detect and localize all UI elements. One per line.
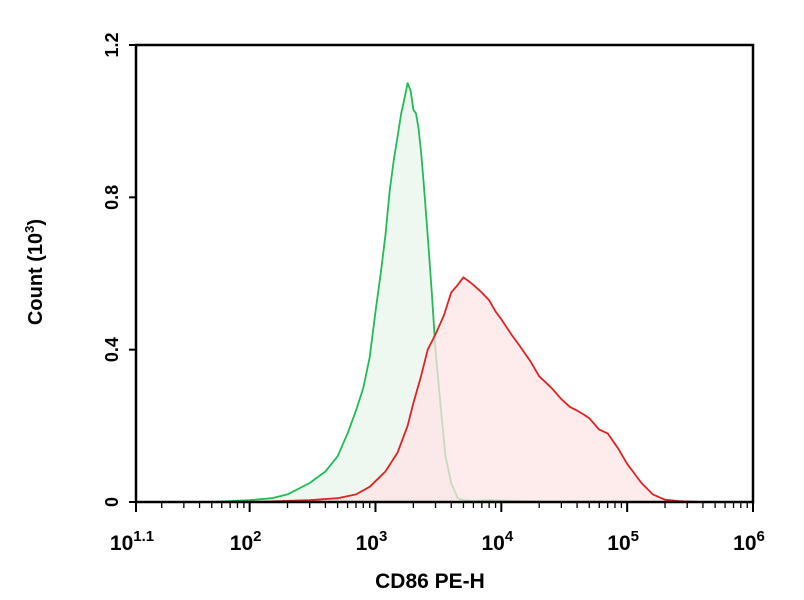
y-tick-label: 0.8	[102, 185, 122, 210]
x-axis-title: CD86 PE-H	[375, 570, 485, 593]
y-axis-title-close: )	[25, 219, 47, 226]
x-tick-base: 10	[607, 532, 630, 555]
x-tick-base: 10	[230, 532, 253, 555]
y-tick-label: 0	[102, 497, 122, 507]
y-axis-title-exponent: 3	[22, 226, 37, 233]
y-axis-title: Count (103)	[22, 219, 47, 325]
y-tick-label: 0.4	[102, 337, 122, 362]
x-tick-base: 10	[481, 532, 504, 555]
x-tick-exponent: 4	[505, 528, 514, 545]
plot-frame	[134, 43, 755, 504]
y-tick-label: 1.2	[102, 32, 122, 57]
x-tick-label: 103	[356, 528, 388, 555]
x-tick-base: 10	[110, 532, 133, 555]
x-tick-label: 106	[733, 528, 765, 555]
series-layer	[161, 82, 703, 503]
x-tick-label: 102	[230, 528, 262, 555]
x-tick-exponent: 5	[631, 528, 639, 545]
x-tick-exponent: 6	[757, 528, 765, 545]
x-axis: 101.1 102 103 104 105 106	[110, 502, 765, 555]
series-2-line	[249, 276, 703, 503]
x-tick-exponent: 1.1	[133, 528, 154, 545]
x-tick-base: 10	[733, 532, 756, 555]
x-tick-exponent: 2	[253, 528, 261, 545]
x-tick-base: 10	[356, 532, 379, 555]
series-1-fill	[161, 83, 628, 502]
x-tick-exponent: 3	[379, 528, 387, 545]
x-tick-label: 104	[481, 528, 513, 555]
x-tick-label: 105	[607, 528, 639, 555]
x-tick-label: 101.1	[110, 528, 154, 555]
y-axis-title-text: Count (10	[25, 233, 47, 325]
series-2-fill	[249, 277, 703, 502]
y-axis: 0 0.4 0.8 1.2	[102, 32, 136, 507]
